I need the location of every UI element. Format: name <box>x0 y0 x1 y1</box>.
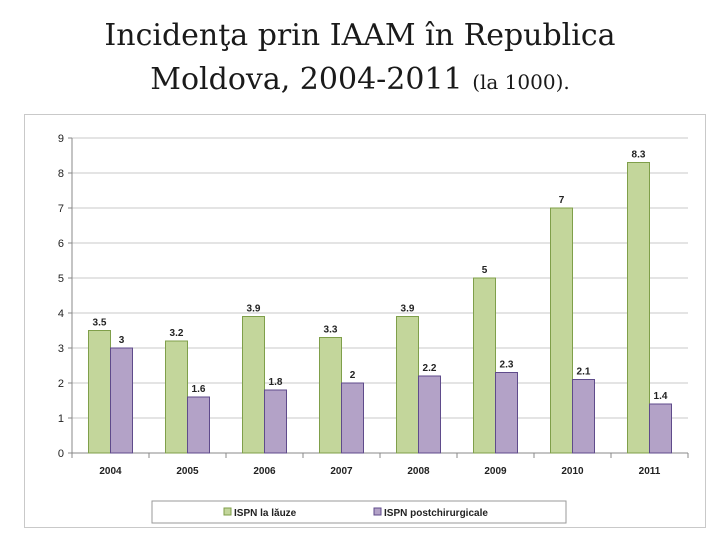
title-line-1: Incidenţa prin IAAM în Republica <box>104 18 616 53</box>
bar-ispn-lauze-2004 <box>88 330 111 454</box>
legend-label: ISPN la lăuze <box>234 508 297 519</box>
y-tick-label: 8 <box>58 168 64 180</box>
bar-ispn-lauze-2006 <box>242 316 265 454</box>
y-tick-label: 4 <box>58 308 64 320</box>
data-label: 3 <box>119 335 125 346</box>
y-tick-label: 5 <box>58 273 64 285</box>
x-tick-label: 2004 <box>99 466 122 477</box>
data-label: 1.6 <box>192 384 206 395</box>
x-tick-label: 2005 <box>176 466 199 477</box>
x-tick-label: 2009 <box>484 466 507 477</box>
bar-ispn-lauze-2010 <box>550 207 573 454</box>
y-tick-label: 1 <box>58 413 64 425</box>
bar-ispn-postchirurgicale-2008 <box>418 375 441 454</box>
title-main: Moldova, 2004-2011 <box>150 62 473 97</box>
bar-ispn-postchirurgicale-2007 <box>341 382 364 454</box>
x-tick-label: 2006 <box>253 466 276 477</box>
bar-ispn-lauze-2007 <box>319 337 342 454</box>
data-label: 2.3 <box>500 360 514 371</box>
data-label: 2.2 <box>423 363 437 374</box>
data-label: 5 <box>482 265 488 276</box>
x-tick-label: 2008 <box>407 466 430 477</box>
data-label: 7 <box>559 195 565 206</box>
bar-ispn-postchirurgicale-2005 <box>187 396 210 454</box>
legend-swatch <box>223 507 232 516</box>
legend-label: ISPN postchirurgicale <box>384 508 488 519</box>
data-label: 8.3 <box>632 150 646 161</box>
bar-ispn-lauze-2011 <box>627 162 650 454</box>
bar-ispn-postchirurgicale-2006 <box>264 389 287 454</box>
data-label: 3.5 <box>93 318 107 329</box>
bar-ispn-postchirurgicale-2011 <box>649 403 672 454</box>
slide-title: Incidenţa prin IAAM în Republica Moldova… <box>0 14 720 104</box>
y-tick-label: 3 <box>58 343 64 355</box>
legend-box <box>151 500 567 524</box>
bar-ispn-lauze-2005 <box>165 340 188 454</box>
bar-ispn-postchirurgicale-2004 <box>110 347 133 454</box>
bar-ispn-lauze-2008 <box>396 316 419 454</box>
data-label: 1.4 <box>654 391 668 402</box>
x-tick-label: 2007 <box>330 466 353 477</box>
title-unit: (la 1000). <box>472 70 570 94</box>
chart-frame <box>24 114 706 528</box>
data-label: 3.2 <box>170 328 184 339</box>
y-tick-label: 9 <box>58 133 64 145</box>
y-tick-label: 7 <box>58 203 64 215</box>
data-label: 3.3 <box>324 325 338 336</box>
data-label: 2 <box>350 370 356 381</box>
y-tick-label: 6 <box>58 238 64 250</box>
y-tick-label: 2 <box>58 378 64 390</box>
bar-ispn-postchirurgicale-2009 <box>495 372 518 454</box>
title-line-2: Moldova, 2004-2011 (la 1000). <box>0 58 720 104</box>
bar-ispn-postchirurgicale-2010 <box>572 379 595 454</box>
data-label: 3.9 <box>247 304 261 315</box>
data-label: 2.1 <box>577 367 591 378</box>
bar-ispn-lauze-2009 <box>473 277 496 454</box>
x-tick-label: 2011 <box>639 466 661 477</box>
legend-swatch <box>373 507 382 516</box>
data-label: 3.9 <box>401 304 415 315</box>
data-label: 1.8 <box>269 377 283 388</box>
y-tick-label: 0 <box>58 448 64 460</box>
x-tick-label: 2010 <box>561 466 584 477</box>
